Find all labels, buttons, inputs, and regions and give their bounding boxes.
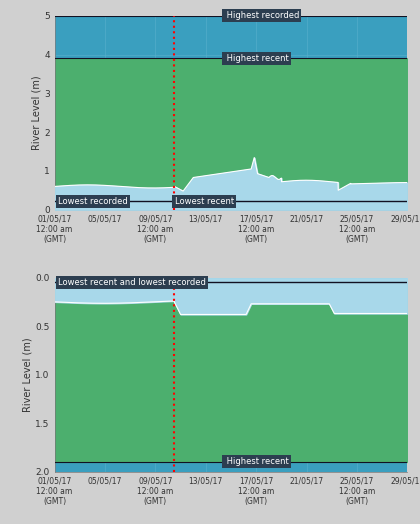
Text: Lowest recent: Lowest recent	[175, 196, 234, 206]
Text: Highest recent: Highest recent	[224, 54, 289, 63]
Y-axis label: River Level (m): River Level (m)	[23, 337, 33, 412]
Text: Highest recorded: Highest recorded	[224, 11, 299, 20]
Text: Lowest recent and lowest recorded: Lowest recent and lowest recorded	[58, 278, 206, 287]
Text: Lowest recorded: Lowest recorded	[58, 196, 128, 206]
Y-axis label: River Level (m): River Level (m)	[31, 75, 41, 150]
Text: Highest recent: Highest recent	[224, 457, 289, 466]
